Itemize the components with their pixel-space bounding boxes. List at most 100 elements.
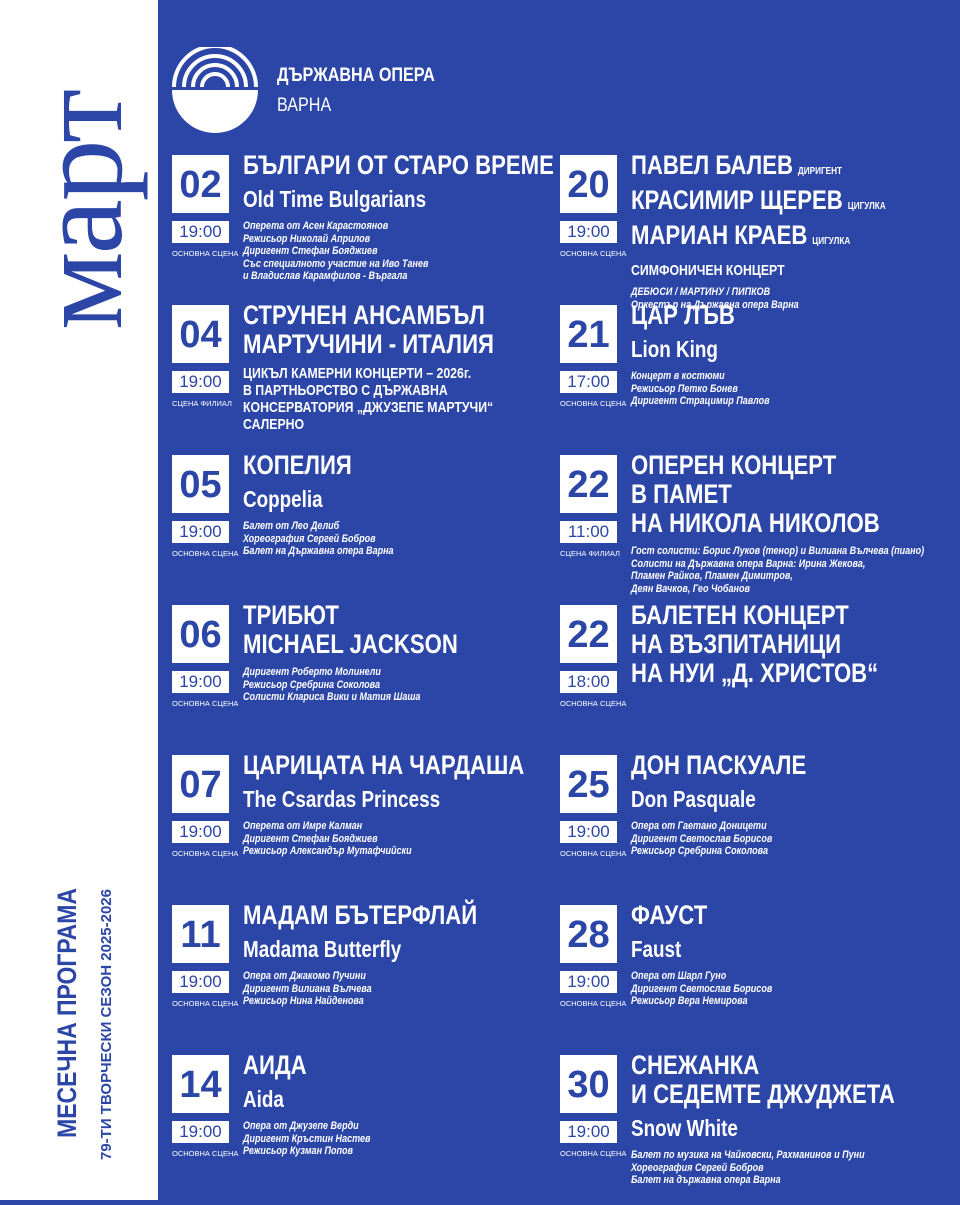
event-title: ПАВЕЛ БАЛЕВ ДИРИГЕНТ — [631, 151, 951, 186]
detail-line: Диригент Вилиана Вълчева — [243, 982, 372, 995]
detail-line: Режисьор Сребрина Соколова — [631, 845, 769, 857]
event: 06 19:00 ОСНОВНА СЦЕНА ТРИБЮТ MICHAEL JACKSO… — [172, 601, 552, 755]
event-subtitle: Aida — [243, 1086, 284, 1112]
event-title: ДОН ПАСКУАЛЕ — [631, 751, 951, 780]
title-line: АИДА — [243, 1050, 307, 1080]
detail-line: Опера от Шарл Гуно — [631, 970, 727, 982]
event-note: СИМФОНИЧЕН КОНЦЕРТ — [631, 262, 951, 279]
event-text: ТРИБЮТ MICHAEL JACKSON Диригент Роберто Мо… — [243, 601, 563, 704]
event-text: ЦАРИЦАТА НА ЧАРДАША The Csardas Princess О… — [243, 751, 563, 858]
event-note: ЦИКЪЛ КАМЕРНИ КОНЦЕРТИ – 2026г. В ПАРТНЬО… — [243, 365, 563, 433]
event-title: БЪЛГАРИ ОТ СТАРО ВРЕМЕ — [243, 151, 563, 180]
detail-line: Диригент Светослав Борисов — [631, 982, 773, 995]
event-details: Опера от Джакомо Пучини Диригент Вилиана … — [243, 970, 563, 1008]
detail-line: Хореография Сергей Бобров — [631, 1161, 764, 1174]
role: ДИРИГЕНТ — [797, 166, 843, 177]
event-venue: ОСНОВНА СЦЕНА — [560, 999, 627, 1008]
event: 04 19:00 СЦЕНА ФИЛИАЛ СТРУНЕН АНСАМБЪЛ МАРТУ… — [172, 301, 552, 455]
event-day: 14 — [172, 1055, 229, 1113]
event-title: ФАУСТ — [631, 901, 951, 930]
event-time: 19:00 — [172, 521, 229, 543]
event-title: БАЛЕТЕН КОНЦЕРТ — [631, 601, 951, 630]
event-day: 22 — [560, 605, 617, 663]
detail-line: Режисьор Петко Бонев — [631, 382, 738, 395]
detail-line: Диригент Стефан Бояджиев — [243, 245, 378, 257]
event-day: 07 — [172, 755, 229, 813]
event-details: Оперета от Асен Карастоянов Режисьор Нико… — [243, 220, 563, 283]
detail-line: Оперета от Асен Карастоянов — [243, 220, 389, 232]
event-day: 05 — [172, 455, 229, 513]
event-details: Опера от Шарл Гуно Диригент Светослав Бор… — [631, 970, 951, 1008]
event-details: Опера от Джузепе Верди Диригент Кръстин Н… — [243, 1120, 563, 1158]
event-venue: ОСНОВНА СЦЕНА — [172, 1149, 239, 1158]
event: 02 19:00 ОСНОВНА СЦЕНА БЪЛГАРИ ОТ СТАРО ВРЕ… — [172, 151, 554, 305]
event-time: 17:00 — [560, 371, 617, 393]
detail-line: Оркестър на Държавна опера Варна — [631, 298, 799, 311]
event-venue: ОСНОВНА СЦЕНА — [172, 549, 239, 558]
event-subtitle: Faust — [631, 936, 682, 962]
event-text: БАЛЕТЕН КОНЦЕРТ НА ВЪЗПИТАНИЦИ НА НУИ „Д. … — [631, 601, 951, 688]
event-subtitle: Don Pasquale — [631, 786, 756, 812]
event-time: 19:00 — [172, 221, 229, 243]
event-venue: ОСНОВНА СЦЕНА — [560, 399, 627, 408]
event: 21 17:00 ОСНОВНА СЦЕНА ЦАР ЛЪВ Lion King Конц… — [560, 301, 940, 455]
detail-line: Опера от Джакомо Пучини — [243, 970, 366, 982]
event: 28 19:00 ОСНОВНА СЦЕНА ФАУСТ Faust Опера от Ш… — [560, 901, 940, 1055]
event-subtitle: The Csardas Princess — [243, 786, 441, 812]
detail-line: Режисьор Александър Мутафчийски — [243, 845, 412, 857]
detail-line: Гост солисти: Борис Луков (тенор) и Вили… — [631, 545, 925, 557]
detail-line: и Владислав Карамфилов - Въргала — [243, 270, 408, 282]
event-title: ЦАРИЦАТА НА ЧАРДАША — [243, 751, 563, 780]
title-line: МАРИАН КРАЕВ — [631, 220, 808, 250]
title-line: ТРИБЮТ — [243, 600, 339, 630]
detail-line: Солисти на Държавна опера Варна: Ирина Ж… — [631, 557, 866, 570]
month: март — [11, 90, 148, 330]
event: 05 19:00 ОСНОВНА СЦЕНА КОПЕЛИЯ Coppelia Балет… — [172, 451, 552, 605]
event-text: ФАУСТ Faust Опера от Шарл Гуно Диригент Све… — [631, 901, 951, 1008]
event-details: Опера от Гаетано Доницети Диригент Светос… — [631, 820, 951, 858]
detail-line: Оперета от Имре Калман — [243, 820, 363, 832]
detail-line: Деян Вачков, Гео Чобанов — [631, 582, 750, 595]
detail-line: Режисьор Вера Немирова — [631, 995, 748, 1007]
event-day: 25 — [560, 755, 617, 813]
event-text: ПАВЕЛ БАЛЕВ ДИРИГЕНТ КРАСИМИР ЩЕРЕВ ЦИГУЛКА… — [631, 151, 951, 311]
event-title: И СЕДЕМТЕ ДЖУДЖЕТА — [631, 1080, 951, 1109]
event-venue: ОСНОВНА СЦЕНА — [172, 999, 239, 1008]
event-time: 19:00 — [172, 971, 229, 993]
event-venue: ОСНОВНА СЦЕНА — [560, 1149, 627, 1158]
title-line: СТРУНЕН АНСАМБЪЛ — [243, 300, 485, 330]
event-details: Оперета от Имре Калман Диригент Стефан Бо… — [243, 820, 563, 858]
detail-line: Балет на Държавна опера Варна — [243, 545, 394, 557]
detail-line: Диригент Кръстин Настев — [243, 1132, 371, 1145]
title-line: МАДАМ БЪТЕРФЛАЙ — [243, 900, 478, 930]
detail-line: Със специалното участие на Иво Танев — [243, 257, 429, 270]
detail-line: Опера от Гаетано Доницети — [631, 820, 767, 832]
event-venue: ОСНОВНА СЦЕНА — [560, 249, 627, 258]
logo-line: ДЪРЖАВНА ОПЕРА — [277, 65, 435, 86]
event-text: МАДАМ БЪТЕРФЛАЙ Madama Butterfly Опера от … — [243, 901, 563, 1008]
program-title: МЕСЕЧНА ПРОГРАМА — [52, 888, 82, 1138]
event: 22 18:00 ОСНОВНА СЦЕНА БАЛЕТЕН КОНЦЕРТ НА ВЪ… — [560, 601, 940, 755]
event-title: МАРИАН КРАЕВ ЦИГУЛКА — [631, 221, 951, 256]
event-title: СНЕЖАНКА — [631, 1051, 951, 1080]
event-text: АИДА Aida Опера от Джузепе Верди Диригент К… — [243, 1051, 563, 1158]
event-subtitle: Madama Butterfly — [243, 936, 402, 962]
title-line: НА НУИ „Д. ХРИСТОВ“ — [631, 658, 879, 688]
title-line: БЪЛГАРИ ОТ СТАРО ВРЕМЕ — [243, 150, 554, 180]
season: 79-ТИ ТВОРЧЕСКИ СЕЗОН 2025-2026 — [98, 888, 115, 1160]
event: 11 19:00 ОСНОВНА СЦЕНА МАДАМ БЪТЕРФЛАЙ Madam… — [172, 901, 552, 1055]
event: 20 19:00 ОСНОВНА СЦЕНА ПАВЕЛ БАЛЕВ ДИРИГЕНТ К… — [560, 151, 940, 311]
event-title: MICHAEL JACKSON — [243, 630, 563, 659]
event-time: 19:00 — [172, 671, 229, 693]
title-line: ОПЕРЕН КОНЦЕРТ — [631, 450, 837, 480]
detail-line: Солисти Клариса Вики и Матия Шаша — [243, 691, 421, 703]
title-line: МАРТУЧИНИ - ИТАЛИЯ — [243, 329, 494, 359]
title-line: ДОН ПАСКУАЛЕ — [631, 750, 807, 780]
event-text: КОПЕЛИЯ Coppelia Балет от Лео Делиб Хореогр… — [243, 451, 563, 558]
detail-line: Балет от Лео Делиб — [243, 520, 340, 532]
event-venue: СЦЕНА ФИЛИАЛ — [172, 399, 232, 408]
event-title: КРАСИМИР ЩЕРЕВ ЦИГУЛКА — [631, 186, 951, 221]
event-venue: ОСНОВНА СЦЕНА — [172, 849, 239, 858]
note-line: В ПАРТНЬОРСТВО С ДЪРЖАВНА — [243, 382, 448, 399]
